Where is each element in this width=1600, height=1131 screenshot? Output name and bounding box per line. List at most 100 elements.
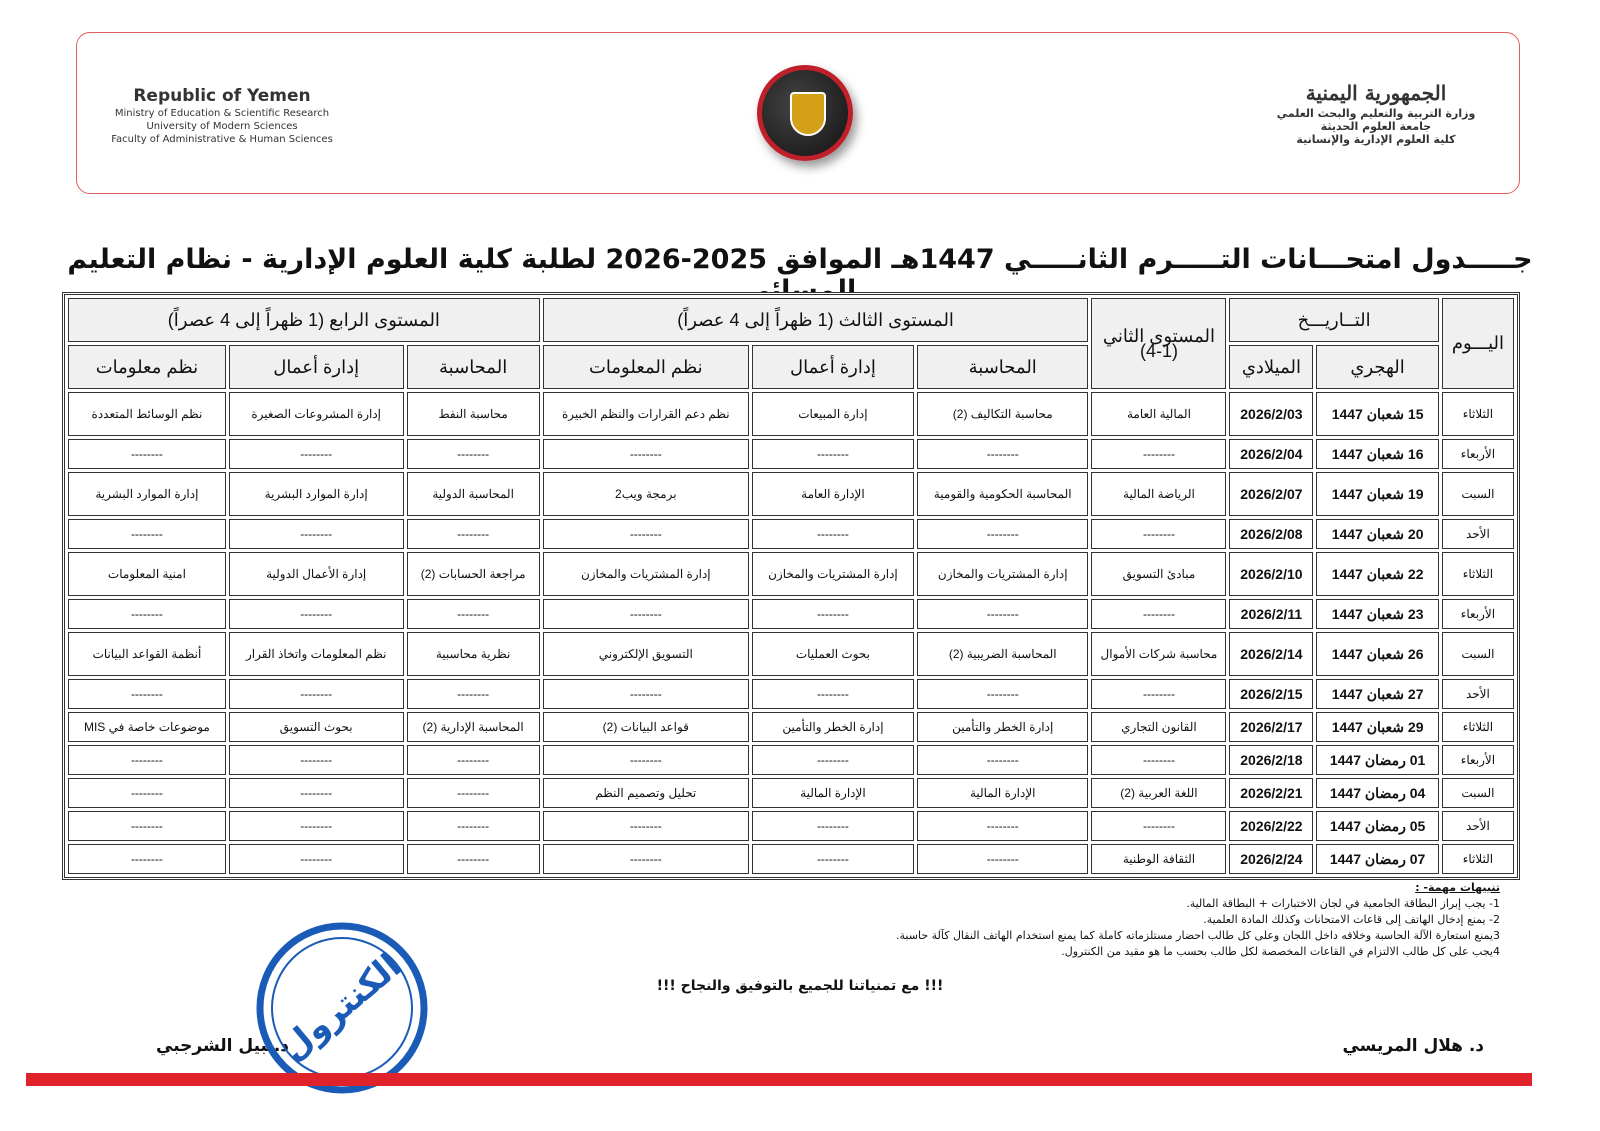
- header-l4-accounting: المحاسبة: [406, 345, 540, 389]
- cell-l4-accounting: --------: [406, 811, 540, 841]
- letterhead: Republic of Yemen Ministry of Education …: [76, 32, 1520, 194]
- cell-hijri-date: 16 شعبان 1447: [1316, 439, 1439, 469]
- cell-l4-accounting: المحاسبة الدولية: [406, 472, 540, 516]
- cell-hijri-date: 05 رمضان 1447: [1316, 811, 1439, 841]
- cell-hijri-date: 04 رمضان 1447: [1316, 778, 1439, 808]
- table-row: الأحد 20 شعبان 1447 2026/2/08 -------- -----…: [68, 519, 1514, 549]
- footer-red-bar: [26, 1073, 1532, 1086]
- cell-hijri-date: 22 شعبان 1447: [1316, 552, 1439, 596]
- cell-gregorian-date: 2026/2/07: [1229, 472, 1314, 516]
- cell-l3-accounting: الإدارة المالية: [917, 778, 1089, 808]
- cell-day: الثلاثاء: [1441, 552, 1514, 596]
- cell-gregorian-date: 2026/2/03: [1229, 392, 1314, 436]
- cell-gregorian-date: 2026/2/18: [1229, 745, 1314, 775]
- header-day: اليـــوم: [1441, 298, 1514, 389]
- cell-l3-accounting: --------: [917, 599, 1089, 629]
- cell-day: الأربعاء: [1441, 745, 1514, 775]
- header-date: التــاريـــخ: [1229, 298, 1439, 342]
- cell-l4-business: --------: [228, 519, 404, 549]
- table-row: السبت 04 رمضان 1447 2026/2/21 اللغة العربية…: [68, 778, 1514, 808]
- cell-gregorian-date: 2026/2/14: [1229, 632, 1314, 676]
- cell-l3-is: --------: [542, 679, 749, 709]
- cell-l3-business: --------: [751, 811, 914, 841]
- cell-l4-is: --------: [68, 745, 226, 775]
- cell-l4-is: أنظمة القواعد البيانات: [68, 632, 226, 676]
- header-l4-is: نظم معلومات: [68, 345, 226, 389]
- arabic-header: الجمهورية اليمنية وزارة التربية والتعليم…: [1276, 81, 1476, 146]
- cell-l4-accounting: --------: [406, 519, 540, 549]
- cell-gregorian-date: 2026/2/11: [1229, 599, 1314, 629]
- cell-l3-accounting: المحاسبة الضريبية (2): [917, 632, 1089, 676]
- cell-level2-subject: محاسبة شركات الأموال: [1091, 632, 1227, 676]
- table-row: الثلاثاء 29 شعبان 1447 2026/2/17 القانون ال…: [68, 712, 1514, 742]
- cell-gregorian-date: 2026/2/17: [1229, 712, 1314, 742]
- cell-level2-subject: --------: [1091, 519, 1227, 549]
- cell-day: الثلاثاء: [1441, 712, 1514, 742]
- cell-hijri-date: 29 شعبان 1447: [1316, 712, 1439, 742]
- cell-l4-is: --------: [68, 519, 226, 549]
- table-row: الثلاثاء 22 شعبان 1447 2026/2/10 مبادئ التس…: [68, 552, 1514, 596]
- cell-level2-subject: اللغة العربية (2): [1091, 778, 1227, 808]
- cell-day: الأربعاء: [1441, 599, 1514, 629]
- cell-gregorian-date: 2026/2/22: [1229, 811, 1314, 841]
- cell-l3-accounting: --------: [917, 439, 1089, 469]
- svg-text:الكنترول: الكنترول: [273, 946, 409, 1069]
- cell-l3-is: قواعد البيانات (2): [542, 712, 749, 742]
- signature-left: د.نبيل الشرجبي: [156, 1036, 290, 1056]
- table-row: الأحد 05 رمضان 1447 2026/2/22 -------- -----…: [68, 811, 1514, 841]
- cell-l3-is: التسويق الإلكتروني: [542, 632, 749, 676]
- cell-hijri-date: 26 شعبان 1447: [1316, 632, 1439, 676]
- cell-gregorian-date: 2026/2/04: [1229, 439, 1314, 469]
- wishes-text: !!! مع تمنياتنا للجميع بالتوفيق والنجاح …: [656, 978, 944, 994]
- cell-l3-business: إدارة المشتريات والمخازن: [751, 552, 914, 596]
- cell-level2-subject: --------: [1091, 599, 1227, 629]
- cell-l4-business: إدارة الموارد البشرية: [228, 472, 404, 516]
- cell-l4-is: إدارة الموارد البشرية: [68, 472, 226, 516]
- table-row: الأربعاء 16 شعبان 1447 2026/2/04 -------- --…: [68, 439, 1514, 469]
- header-l4-business: إدارة أعمال: [228, 345, 404, 389]
- cell-l3-accounting: --------: [917, 519, 1089, 549]
- cell-day: السبت: [1441, 778, 1514, 808]
- cell-l3-business: الإدارة العامة: [751, 472, 914, 516]
- cell-l3-is: إدارة المشتريات والمخازن: [542, 552, 749, 596]
- cell-day: الثلاثاء: [1441, 392, 1514, 436]
- cell-day: الأحد: [1441, 811, 1514, 841]
- english-header: Republic of Yemen Ministry of Education …: [111, 86, 333, 145]
- cell-l3-accounting: المحاسبة الحكومية والقومية: [917, 472, 1089, 516]
- cell-l4-business: --------: [228, 811, 404, 841]
- important-notes: تنبيهات مهمة- : 1- يجب إبراز البطاقة الج…: [896, 881, 1500, 958]
- header-level3: المستوى الثالث (1 ظهراً إلى 4 عصراً): [542, 298, 1089, 342]
- cell-day: الثلاثاء: [1441, 844, 1514, 874]
- cell-l3-business: --------: [751, 679, 914, 709]
- cell-gregorian-date: 2026/2/08: [1229, 519, 1314, 549]
- cell-l3-is: --------: [542, 439, 749, 469]
- cell-l3-accounting: إدارة الخطر والتأمين: [917, 712, 1089, 742]
- cell-day: الأربعاء: [1441, 439, 1514, 469]
- cell-l3-accounting: محاسبة التكاليف (2): [917, 392, 1089, 436]
- cell-hijri-date: 07 رمضان 1447: [1316, 844, 1439, 874]
- cell-l3-is: نظم دعم القرارات والنظم الخبيرة: [542, 392, 749, 436]
- cell-level2-subject: الثقافة الوطنية: [1091, 844, 1227, 874]
- cell-l4-accounting: --------: [406, 778, 540, 808]
- cell-level2-subject: --------: [1091, 439, 1227, 469]
- cell-l3-is: --------: [542, 844, 749, 874]
- cell-l4-business: --------: [228, 778, 404, 808]
- header-l3-is: نظم المعلومات: [542, 345, 749, 389]
- cell-l4-is: نظم الوسائط المتعددة: [68, 392, 226, 436]
- cell-day: الأحد: [1441, 519, 1514, 549]
- table-row: الأربعاء 23 شعبان 1447 2026/2/11 -------- --…: [68, 599, 1514, 629]
- cell-l3-business: --------: [751, 745, 914, 775]
- cell-l4-business: بحوث التسويق: [228, 712, 404, 742]
- signature-right: د. هلال المريسي: [1342, 1036, 1484, 1056]
- cell-gregorian-date: 2026/2/21: [1229, 778, 1314, 808]
- document-title: جـــــدول امتحـــانات التـــــرم الثانــ…: [67, 244, 1533, 306]
- table-row: الثلاثاء 07 رمضان 1447 2026/2/24 الثقافة ال…: [68, 844, 1514, 874]
- cell-l3-business: --------: [751, 844, 914, 874]
- table-row: الثلاثاء 15 شعبان 1447 2026/2/03 المالية ال…: [68, 392, 1514, 436]
- cell-day: السبت: [1441, 632, 1514, 676]
- cell-l4-accounting: --------: [406, 439, 540, 469]
- table-row: السبت 26 شعبان 1447 2026/2/14 محاسبة شركات …: [68, 632, 1514, 676]
- cell-l4-accounting: --------: [406, 844, 540, 874]
- cell-level2-subject: --------: [1091, 745, 1227, 775]
- cell-l4-accounting: --------: [406, 599, 540, 629]
